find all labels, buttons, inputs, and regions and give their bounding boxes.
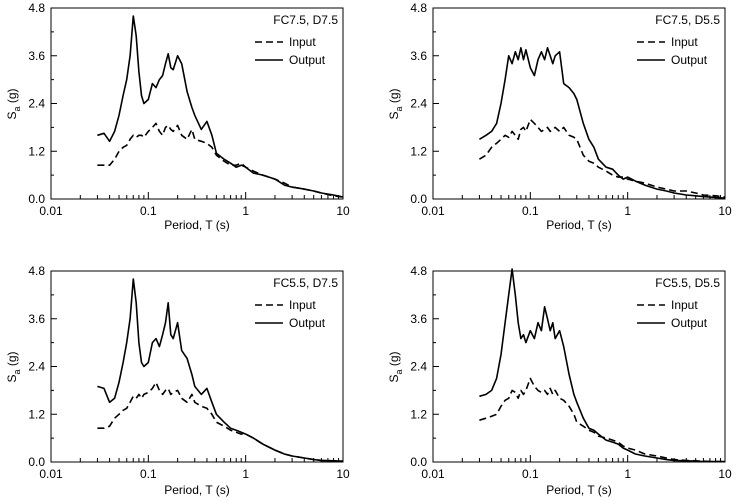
y-tick-label: 0.0	[410, 192, 427, 206]
series-group	[478, 47, 726, 199]
series-output-line	[479, 268, 725, 463]
y-tick-label: 0.0	[28, 455, 45, 469]
legend: Input Output	[255, 298, 326, 330]
legend-input-label: Input	[289, 35, 316, 49]
x-tick-label: 10	[336, 467, 350, 481]
y-axis-ticks: 0.0 1.2 2.4 3.6 4.8	[410, 264, 439, 469]
y-tick-label: 4.8	[28, 1, 45, 15]
x-tick-label: 0.01	[39, 467, 63, 481]
x-tick-label: 0.1	[522, 467, 539, 481]
x-axis-label: Period, T (s)	[164, 483, 230, 497]
series-input-line	[478, 118, 726, 198]
x-tick-label: 10	[336, 204, 350, 218]
panel-annotation: FC5.5, D7.5	[273, 276, 338, 290]
y-tick-label: 2.4	[410, 360, 427, 374]
y-tick-label: 4.8	[410, 264, 427, 278]
x-tick-label: 0.1	[140, 467, 157, 481]
x-tick-label: 1	[242, 467, 249, 481]
legend-input-label: Input	[671, 298, 698, 312]
x-tick-label: 0.01	[39, 204, 63, 218]
series-output-line	[478, 47, 726, 199]
legend-output-label: Output	[671, 53, 708, 67]
x-tick-label: 0.1	[140, 204, 157, 218]
y-axis-label: Sa (g)	[5, 351, 22, 382]
y-tick-label: 1.2	[410, 144, 427, 158]
series-input-line	[479, 377, 725, 463]
y-axis-ticks: 0.0 1.2 2.4 3.6 4.8	[410, 1, 439, 206]
series-group	[97, 278, 344, 462]
y-axis-ticks: 0.0 1.2 2.4 3.6 4.8	[28, 1, 57, 206]
y-tick-label: 2.4	[28, 360, 45, 374]
y-axis-label: Sa (g)	[387, 88, 404, 119]
x-axis-ticks: 0.01 0.1 1 10	[421, 455, 732, 481]
legend-output-label: Output	[289, 316, 326, 330]
legend: Input Output	[255, 35, 326, 67]
y-tick-label: 3.6	[410, 312, 427, 326]
panel-3: 0.0 1.2 2.4 3.6 4.8 0.01 0.1 1 10 Period, T (s)…	[5, 264, 350, 497]
y-axis-label: Sa (g)	[5, 88, 22, 119]
legend: Input Output	[637, 298, 708, 330]
legend: Input Output	[637, 35, 708, 67]
y-tick-label: 4.8	[28, 264, 45, 278]
x-axis-label: Period, T (s)	[546, 218, 612, 232]
series-output-line	[97, 278, 344, 462]
y-tick-label: 0.0	[28, 192, 45, 206]
x-axis-ticks: 0.01 0.1 1 10	[39, 192, 350, 218]
legend-output-label: Output	[671, 316, 708, 330]
series-input-line	[97, 122, 344, 198]
y-axis-label: Sa (g)	[387, 351, 404, 382]
x-tick-label: 1	[242, 204, 249, 218]
panel-2: 0.0 1.2 2.4 3.6 4.8 0.01 0.1 1 10 Period, T (s)…	[387, 1, 732, 232]
y-tick-label: 4.8	[410, 1, 427, 15]
y-tick-label: 0.0	[410, 455, 427, 469]
x-axis-label: Period, T (s)	[546, 483, 612, 497]
panel-annotation: FC7.5, D5.5	[655, 13, 720, 27]
x-tick-label: 0.01	[421, 467, 445, 481]
series-input-line	[97, 381, 344, 462]
x-axis-ticks: 0.01 0.1 1 10	[39, 455, 350, 481]
y-tick-label: 3.6	[28, 312, 45, 326]
panel-annotation: FC7.5, D7.5	[273, 13, 338, 27]
legend-output-label: Output	[289, 53, 326, 67]
legend-input-label: Input	[289, 298, 316, 312]
panel-1: 0.0 1.2 2.4 3.6 4.8 0.01 0.1 1 10 Period, T (s)…	[5, 1, 350, 232]
series-group	[479, 268, 725, 463]
y-tick-label: 1.2	[28, 407, 45, 421]
legend-input-label: Input	[671, 35, 698, 49]
x-axis-label: Period, T (s)	[164, 218, 230, 232]
x-tick-label: 10	[718, 467, 732, 481]
panel-annotation: FC5.5, D5.5	[655, 276, 720, 290]
y-axis-ticks: 0.0 1.2 2.4 3.6 4.8	[28, 264, 57, 469]
x-tick-label: 1	[624, 204, 631, 218]
series-output-line	[97, 15, 344, 198]
x-tick-label: 0.1	[522, 204, 539, 218]
x-axis-ticks: 0.01 0.1 1 10	[421, 192, 732, 218]
x-tick-label: 10	[718, 204, 732, 218]
y-tick-label: 3.6	[28, 49, 45, 63]
panel-4: 0.0 1.2 2.4 3.6 4.8 0.01 0.1 1 10 Period, T (s)…	[387, 264, 732, 497]
y-tick-label: 2.4	[28, 97, 45, 111]
y-tick-label: 1.2	[410, 407, 427, 421]
x-tick-label: 1	[624, 467, 631, 481]
x-tick-label: 0.01	[421, 204, 445, 218]
y-tick-label: 1.2	[28, 144, 45, 158]
y-tick-label: 3.6	[410, 49, 427, 63]
y-tick-label: 2.4	[410, 97, 427, 111]
series-group	[97, 15, 344, 198]
